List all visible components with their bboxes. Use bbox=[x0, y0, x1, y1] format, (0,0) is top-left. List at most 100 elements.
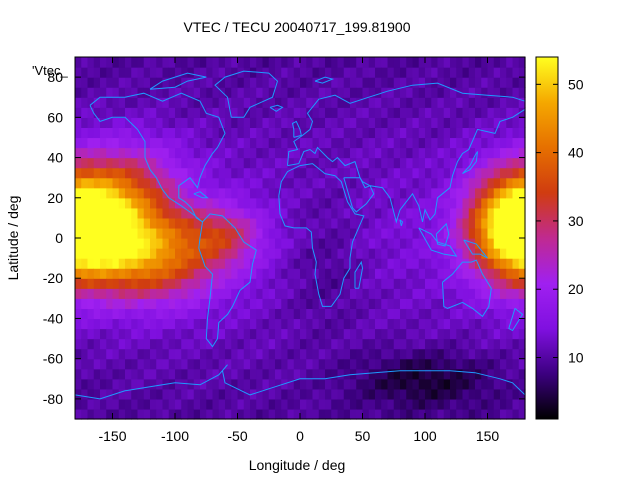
heatmap-cell bbox=[475, 238, 482, 249]
heatmap-cell bbox=[312, 77, 320, 88]
heatmap-cell bbox=[100, 177, 107, 189]
heatmap-cell bbox=[443, 268, 451, 279]
heatmap-cell bbox=[206, 137, 214, 149]
heatmap-cell bbox=[400, 408, 407, 420]
heatmap-cell bbox=[437, 77, 445, 88]
heatmap-cell bbox=[212, 167, 220, 179]
heatmap-cell bbox=[381, 117, 389, 128]
heatmap-cell bbox=[468, 378, 476, 390]
heatmap-cell bbox=[212, 288, 220, 299]
coastline-antarctica bbox=[74, 364, 526, 400]
heatmap-cell bbox=[350, 338, 357, 350]
heatmap-cell bbox=[131, 368, 139, 380]
heatmap-cell bbox=[437, 147, 445, 159]
heatmap-cell bbox=[81, 137, 89, 149]
heatmap-cell bbox=[350, 167, 357, 179]
heatmap-cell bbox=[93, 207, 101, 219]
heatmap-cell bbox=[137, 408, 145, 420]
heatmap-cell bbox=[256, 117, 264, 128]
heatmap-cell bbox=[375, 378, 382, 390]
heatmap-cell bbox=[331, 67, 339, 78]
heatmap-cell bbox=[350, 348, 357, 360]
heatmap-cell bbox=[418, 358, 426, 370]
heatmap-cell bbox=[150, 147, 157, 159]
heatmap-cell bbox=[162, 147, 170, 159]
heatmap-cell bbox=[312, 238, 320, 249]
heatmap-cell bbox=[325, 298, 332, 309]
heatmap-cell bbox=[275, 258, 282, 269]
heatmap-cell bbox=[518, 137, 526, 149]
heatmap-cell bbox=[168, 398, 176, 410]
heatmap-cell bbox=[312, 268, 320, 279]
heatmap-cell bbox=[262, 408, 270, 420]
heatmap-cell bbox=[87, 157, 95, 169]
heatmap-cell bbox=[100, 408, 107, 420]
heatmap-cell bbox=[487, 197, 495, 209]
heatmap-cell bbox=[287, 207, 295, 219]
heatmap-cell bbox=[106, 408, 114, 420]
heatmap-cell bbox=[75, 408, 82, 420]
heatmap-cell bbox=[387, 248, 395, 259]
heatmap-cell bbox=[506, 197, 514, 209]
heatmap-cell bbox=[175, 177, 182, 189]
heatmap-cell bbox=[218, 338, 226, 350]
heatmap-cell bbox=[181, 137, 189, 149]
heatmap-cell bbox=[331, 278, 339, 289]
heatmap-cell bbox=[437, 278, 445, 289]
heatmap-cell bbox=[475, 197, 482, 209]
heatmap-cell bbox=[81, 107, 89, 118]
heatmap-cell bbox=[293, 57, 301, 68]
heatmap-cell bbox=[425, 87, 432, 98]
heatmap-cell bbox=[350, 278, 357, 289]
heatmap-cell bbox=[100, 308, 107, 320]
heatmap-cell bbox=[106, 258, 114, 269]
heatmap-cell bbox=[325, 408, 332, 420]
heatmap-cell bbox=[237, 97, 245, 108]
heatmap-cell bbox=[262, 318, 270, 330]
heatmap-cell bbox=[456, 227, 464, 239]
heatmap-cell bbox=[93, 97, 101, 108]
heatmap-cell bbox=[168, 308, 176, 320]
heatmap-cell bbox=[156, 368, 164, 380]
heatmap-cell bbox=[450, 318, 457, 330]
heatmap-cell bbox=[156, 117, 164, 128]
heatmap-cell bbox=[425, 117, 432, 128]
heatmap-cell bbox=[131, 187, 139, 199]
heatmap-cell bbox=[343, 187, 351, 199]
heatmap-cell bbox=[337, 258, 345, 269]
heatmap-cell bbox=[325, 147, 332, 159]
heatmap-cell bbox=[93, 167, 101, 179]
heatmap-cell bbox=[406, 358, 414, 370]
heatmap-cell bbox=[387, 238, 395, 249]
heatmap-cell bbox=[375, 127, 382, 139]
heatmap-cell bbox=[506, 87, 514, 98]
heatmap-cell bbox=[343, 147, 351, 159]
heatmap-cell bbox=[293, 167, 301, 179]
heatmap-cell bbox=[331, 167, 339, 179]
heatmap-cell bbox=[143, 258, 151, 269]
heatmap-cell bbox=[393, 137, 401, 149]
heatmap-cell bbox=[93, 137, 101, 149]
heatmap-cell bbox=[400, 97, 407, 108]
heatmap-cell bbox=[131, 127, 139, 139]
heatmap-cell bbox=[225, 238, 232, 249]
heatmap-cell bbox=[387, 207, 395, 219]
heatmap-cell bbox=[131, 77, 139, 88]
heatmap-cell bbox=[493, 398, 501, 410]
heatmap-cell bbox=[250, 217, 257, 229]
heatmap-cell bbox=[368, 57, 376, 68]
heatmap-cell bbox=[137, 398, 145, 410]
heatmap-cell bbox=[400, 248, 407, 259]
heatmap-cell bbox=[475, 67, 482, 78]
heatmap-cell bbox=[406, 77, 414, 88]
heatmap-cell bbox=[337, 238, 345, 249]
heatmap-cell bbox=[300, 258, 307, 269]
heatmap-cell bbox=[175, 147, 182, 159]
heatmap-cell bbox=[200, 117, 207, 128]
heatmap-cell bbox=[268, 217, 276, 229]
heatmap-cell bbox=[412, 227, 420, 239]
heatmap-cell bbox=[268, 398, 276, 410]
heatmap-cell bbox=[200, 187, 207, 199]
heatmap-cell bbox=[481, 117, 489, 128]
heatmap-cell bbox=[162, 97, 170, 108]
